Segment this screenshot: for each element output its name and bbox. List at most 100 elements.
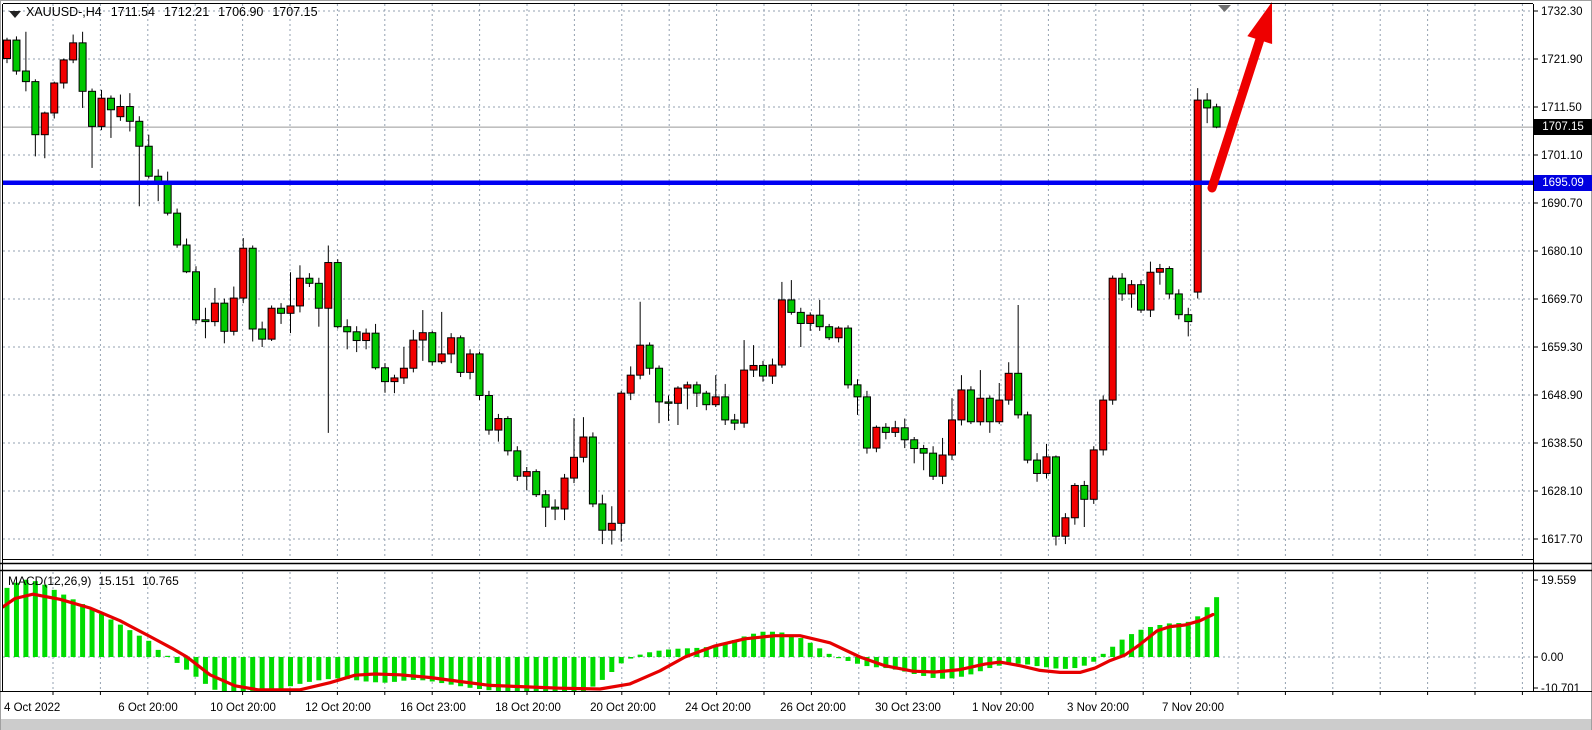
candle-body: [456, 337, 465, 373]
macd-bar: [1129, 634, 1135, 657]
candle-body: [976, 397, 985, 423]
candle-body: [872, 426, 881, 449]
price-axis-label: 1628.10: [1541, 486, 1583, 498]
candle-body: [617, 392, 626, 524]
candle-body: [815, 314, 824, 328]
macd-indicator-name: MACD(12,26,9): [8, 574, 92, 588]
price-axis[interactable]: 1732.30 1721.90 1711.50 1701.10 1690.70 1680.…: [1533, 6, 1583, 695]
candle-body: [1070, 484, 1079, 519]
price-axis-label: 1669.70: [1541, 294, 1583, 306]
macd-bar: [713, 645, 719, 657]
macd-bar: [61, 594, 67, 657]
price-axis-label: 1711.50: [1541, 102, 1582, 114]
candle-body: [362, 332, 371, 342]
candle-body: [1174, 293, 1183, 316]
macd-bar: [382, 657, 388, 683]
macd-bar: [1081, 657, 1087, 666]
candle-body: [371, 332, 380, 369]
candle-body: [626, 374, 635, 394]
candle-body: [466, 353, 475, 373]
macd-bar: [958, 657, 964, 677]
candle-body: [277, 307, 286, 314]
candle-body: [173, 212, 182, 246]
macd-bar: [817, 648, 823, 657]
macd-bar: [231, 657, 237, 691]
macd-bar: [798, 638, 804, 657]
macd-bar: [892, 657, 898, 670]
macd-bar: [1100, 653, 1106, 657]
candle-body: [475, 353, 484, 396]
candle-body: [399, 367, 408, 379]
candle-body: [97, 97, 106, 127]
macd-bar: [344, 657, 350, 680]
symbol-dropdown-icon[interactable]: [9, 11, 21, 18]
candle-body: [910, 439, 919, 450]
candle-body: [494, 418, 503, 431]
time-axis-label: 10 Oct 20:00: [210, 702, 276, 714]
macd-axis-label: -10.701: [1541, 683, 1580, 695]
macd-bar: [439, 657, 445, 684]
candle-body: [862, 396, 871, 449]
candle-body: [1061, 517, 1070, 537]
candle-body: [418, 332, 427, 341]
macd-bar: [836, 657, 842, 659]
candle-body: [503, 418, 512, 452]
chart-shift-marker-icon[interactable]: [1218, 5, 1231, 12]
macd-bar: [193, 657, 199, 677]
price-axis-label: 1648.90: [1541, 390, 1583, 402]
bottom-edge-strip: [0, 719, 1592, 730]
candle-body: [135, 120, 144, 147]
macd-bar: [864, 657, 870, 667]
candle-body: [1146, 271, 1155, 311]
ohlc-title: XAUUSD-,H4 1711.54 1712.21 1706.90 1707.15: [26, 5, 318, 19]
macd-bar: [354, 657, 360, 681]
macd-bar: [278, 657, 284, 689]
candle-body: [919, 448, 928, 454]
macd-bar: [373, 657, 379, 683]
candle-body: [182, 244, 191, 273]
macd-bar: [288, 657, 293, 687]
candle-body: [570, 456, 578, 479]
candle-body: [692, 384, 701, 394]
time-axis[interactable]: 4 Oct 2022 6 Oct 20:00 10 Oct 20:00 12 Oct …: [4, 692, 1523, 714]
time-axis-label: 18 Oct 20:00: [495, 702, 561, 714]
candle-body: [1080, 484, 1089, 500]
candle-body: [381, 367, 389, 383]
macd-bar: [495, 657, 501, 691]
macd-bar: [1176, 623, 1182, 657]
macd-bar: [1053, 657, 1059, 669]
macd-bar: [741, 636, 747, 657]
candle-body: [324, 262, 333, 309]
candle-body: [1033, 459, 1042, 474]
macd-bar: [580, 657, 586, 691]
macd-bar: [108, 619, 114, 657]
macd-bar: [505, 657, 511, 691]
macd-bar: [4, 587, 10, 657]
macd-main-value: 15.151: [98, 574, 136, 588]
macd-bar: [845, 657, 851, 661]
candle-body: [1203, 99, 1212, 109]
candle-body: [588, 436, 597, 505]
macd-bar: [618, 657, 624, 664]
macd-bar: [1044, 657, 1049, 668]
candle-body: [295, 277, 304, 307]
current-price-tag: 1707.15: [1534, 119, 1592, 135]
candle-body: [900, 427, 909, 441]
macd-bar: [250, 657, 256, 691]
macd-bar: [23, 579, 29, 657]
candle-body: [853, 384, 862, 398]
macd-bar: [1006, 657, 1012, 665]
candle-body: [3, 39, 11, 60]
time-axis-label: 12 Oct 20:00: [305, 702, 371, 714]
macd-bar: [477, 657, 482, 689]
macd-bar: [269, 657, 275, 691]
candle-body: [106, 97, 115, 111]
macd-bar: [722, 643, 728, 657]
macd-bar: [1195, 616, 1201, 657]
macd-bar: [117, 624, 123, 657]
trend-arrow[interactable]: [1207, 2, 1273, 193]
macd-bar: [543, 657, 549, 691]
candle-body: [759, 364, 767, 377]
macd-bar: [335, 657, 341, 679]
